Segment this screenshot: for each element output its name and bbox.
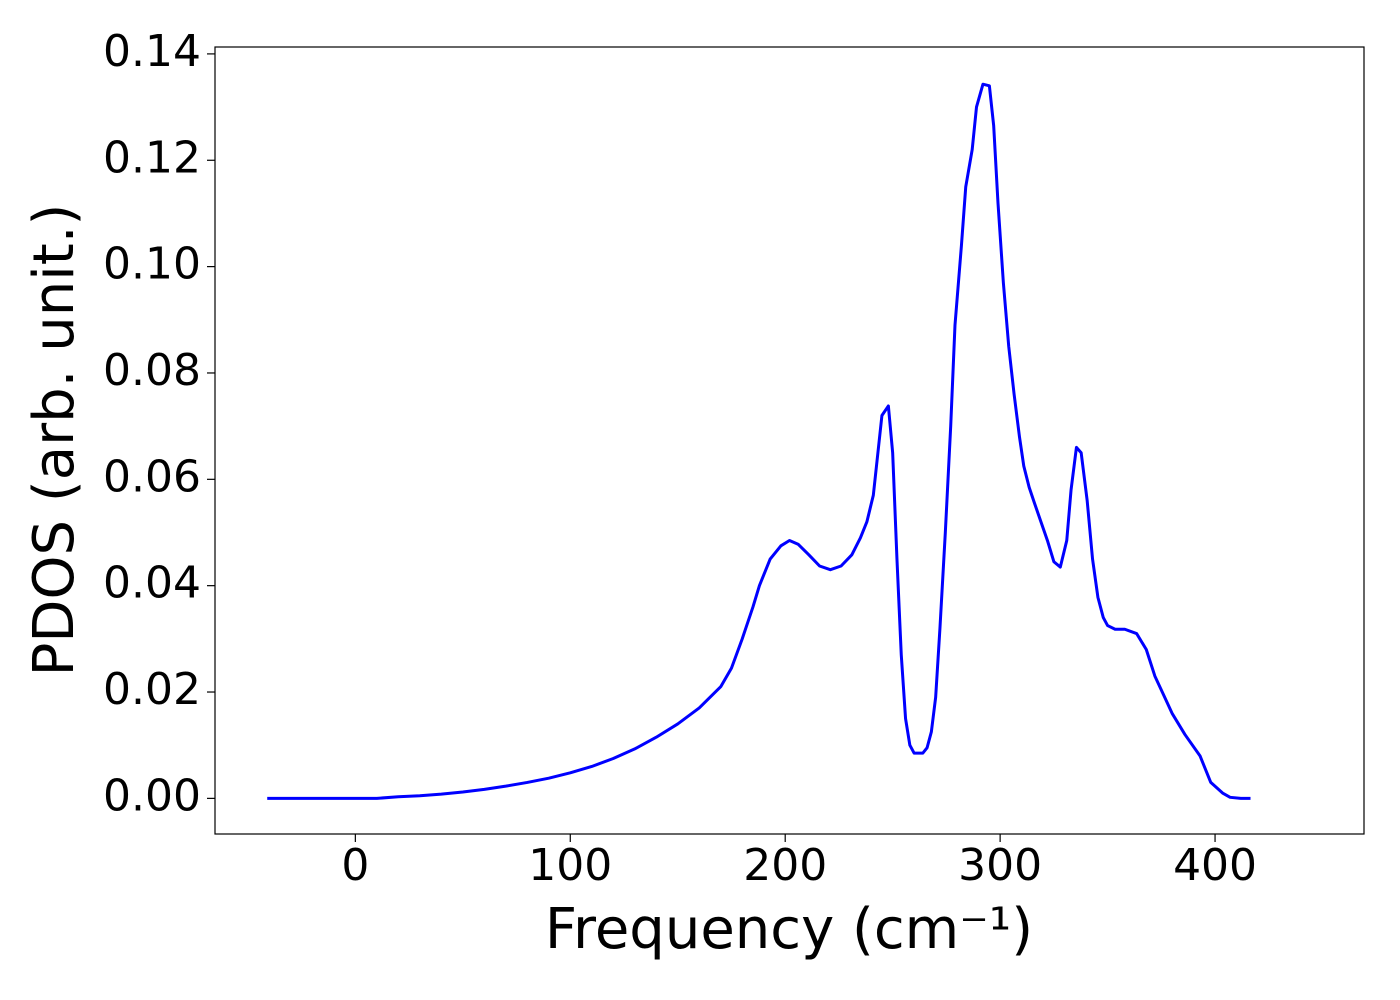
- y-tick-label: 0.10: [103, 239, 201, 290]
- x-tick-label: 400: [1173, 840, 1257, 891]
- x-tick-label: 200: [743, 840, 827, 891]
- x-tick-label: 0: [341, 840, 369, 891]
- x-axis-label: Frequency (cm⁻¹): [545, 897, 1033, 962]
- y-axis-label: PDOS (arb. unit.): [22, 204, 87, 677]
- y-tick-label: 0.14: [103, 26, 201, 77]
- line-series: [267, 82, 1251, 800]
- y-tick-label: 0.08: [103, 345, 201, 396]
- x-tick-label: 100: [528, 840, 612, 891]
- y-tick-label: 0.04: [103, 558, 201, 609]
- plot-frame: [214, 46, 1365, 835]
- y-tick-label: 0.12: [103, 132, 201, 183]
- y-tick-label: 0.00: [103, 770, 201, 821]
- y-tick-label: 0.02: [103, 664, 201, 715]
- x-tick-label: 300: [958, 840, 1042, 891]
- y-tick-label: 0.06: [103, 451, 201, 502]
